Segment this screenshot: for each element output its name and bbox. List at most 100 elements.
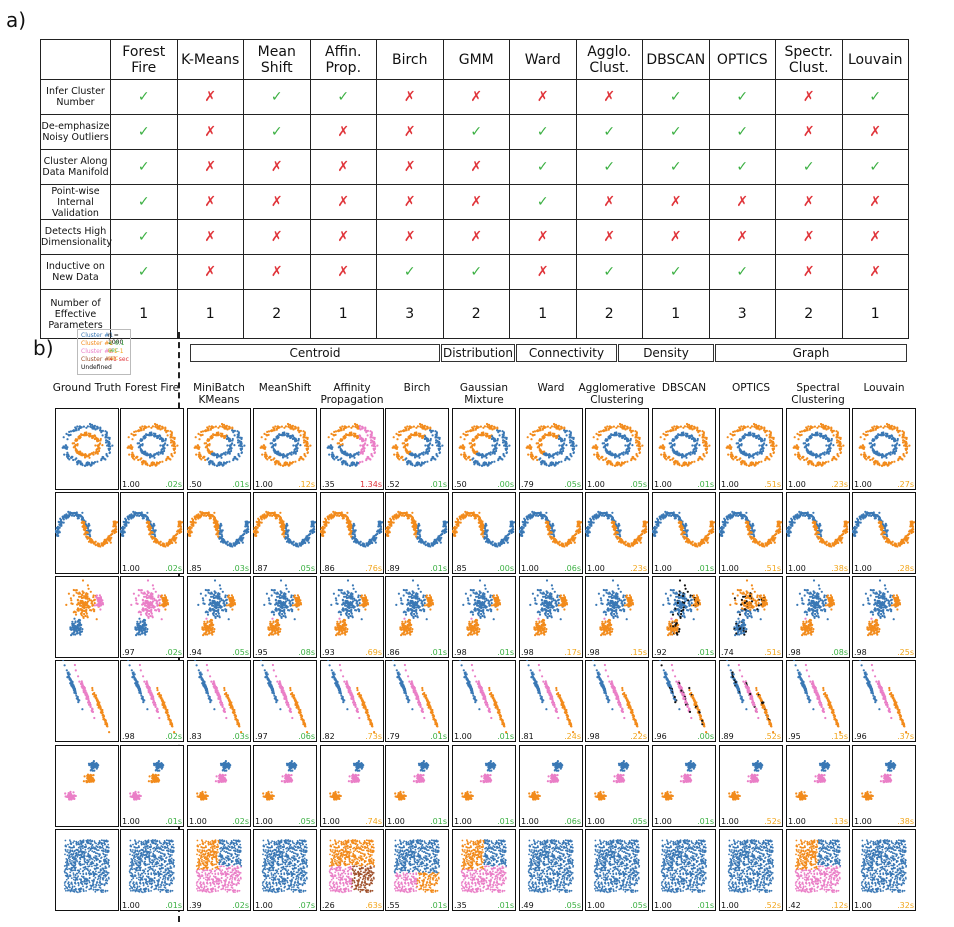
table-row: Number of Effective Parameters 1 1 2 1 3 2 1 2 1 3… <box>40 289 909 339</box>
data-point <box>154 535 157 538</box>
data-point <box>291 437 294 441</box>
data-point <box>79 436 82 439</box>
data-point <box>304 455 307 458</box>
data-point <box>817 425 820 428</box>
data-point <box>559 451 562 454</box>
cross-mark: ✗ <box>775 254 843 290</box>
data-point <box>309 530 312 533</box>
data-point <box>69 430 73 433</box>
data-point <box>336 455 339 458</box>
data-point <box>401 429 405 432</box>
data-point <box>364 426 367 429</box>
data-point <box>89 464 92 467</box>
data-point <box>176 530 179 533</box>
data-point <box>130 432 133 435</box>
data-point <box>232 459 235 462</box>
data-point <box>291 424 294 427</box>
data-point <box>393 453 396 456</box>
data-point <box>196 446 199 449</box>
data-point <box>612 453 615 456</box>
data-point <box>255 520 258 523</box>
data-point <box>341 461 344 465</box>
data-point <box>550 425 553 428</box>
data-point <box>626 460 629 463</box>
data-point <box>797 451 800 454</box>
method-name: MiniBatch KMeans <box>178 382 260 406</box>
data-point <box>424 428 427 431</box>
data-point <box>86 425 89 428</box>
data-point <box>476 436 479 439</box>
data-point <box>823 427 826 430</box>
data-point <box>238 436 242 439</box>
data-point <box>272 447 275 450</box>
data-point <box>120 529 122 532</box>
data-point <box>672 429 675 432</box>
data-point <box>101 444 104 447</box>
data-point <box>219 529 223 532</box>
data-point <box>277 460 280 463</box>
data-point <box>493 444 496 447</box>
data-point <box>256 531 259 534</box>
data-point <box>96 452 99 455</box>
data-point <box>62 517 65 520</box>
data-point <box>738 447 741 450</box>
data-point <box>698 434 701 437</box>
method-name: Louvain <box>843 382 925 394</box>
data-point <box>726 436 729 439</box>
data-point <box>489 427 492 430</box>
data-point <box>89 529 92 532</box>
data-point <box>265 510 268 513</box>
data-point <box>818 432 821 435</box>
data-point <box>705 441 708 444</box>
data-point <box>97 446 100 449</box>
group-label-box: Distribution <box>441 344 515 362</box>
data-point <box>284 531 287 534</box>
data-point <box>753 434 756 437</box>
data-point <box>691 435 694 438</box>
data-point <box>496 426 499 429</box>
data-point <box>410 433 413 436</box>
data-point <box>231 545 234 548</box>
data-point <box>872 439 875 442</box>
data-point <box>426 427 429 430</box>
data-point <box>94 428 97 431</box>
data-point <box>623 437 626 441</box>
data-point <box>150 426 153 429</box>
data-point <box>560 427 563 430</box>
data-point <box>350 426 353 429</box>
cross-mark: ✗ <box>243 219 311 255</box>
data-point <box>163 443 166 446</box>
cross-mark: ✗ <box>442 184 510 220</box>
data-point <box>895 443 898 446</box>
data-point <box>676 460 679 463</box>
data-point <box>750 425 753 428</box>
data-point <box>893 452 896 455</box>
data-point <box>492 448 495 451</box>
data-point <box>827 452 830 455</box>
data-point <box>626 427 629 430</box>
data-point <box>800 430 804 433</box>
data-point <box>425 448 428 451</box>
data-point <box>869 458 872 462</box>
data-point <box>596 438 599 441</box>
data-point <box>404 445 407 448</box>
data-point <box>339 458 342 461</box>
data-point <box>877 433 880 436</box>
table-col-header: Agglo. Clust. <box>575 39 643 80</box>
data-point <box>373 441 376 444</box>
data-point <box>551 432 554 435</box>
data-point <box>217 426 220 429</box>
data-point <box>765 434 768 437</box>
scatter-panel: 1.00.27s <box>852 408 916 490</box>
data-point <box>670 429 673 432</box>
data-point <box>234 540 238 543</box>
cross-mark: ✗ <box>376 149 444 185</box>
data-point <box>692 448 695 451</box>
data-point <box>665 458 668 461</box>
data-point <box>481 434 485 437</box>
data-point <box>733 433 736 436</box>
data-point <box>360 448 363 451</box>
data-point <box>68 458 71 461</box>
data-point <box>356 461 360 465</box>
data-point <box>124 522 127 525</box>
